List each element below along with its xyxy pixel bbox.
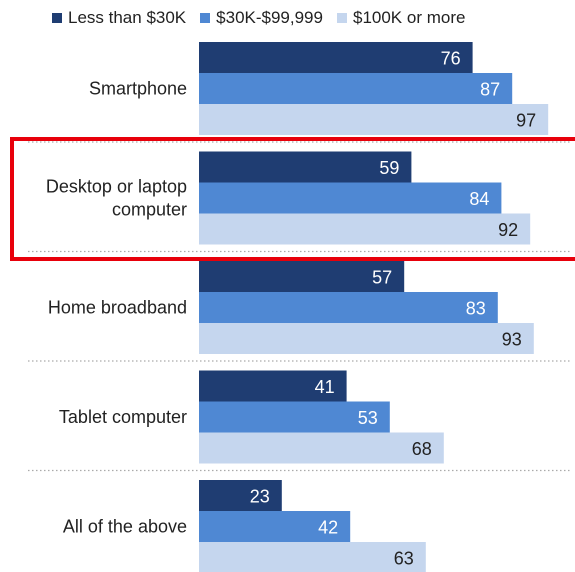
category-label-line: computer	[112, 200, 187, 220]
category-label-smartphone: Smartphone	[89, 79, 187, 99]
category-label-line: Desktop or laptop	[46, 177, 187, 197]
bar-all-of-the-above-series-1	[199, 511, 351, 542]
data-label-all-of-the-above-series-0: 23	[250, 487, 270, 507]
data-label-desktop-or-laptop-computer-series-0: 59	[379, 158, 399, 178]
bar-smartphone-series-2	[199, 104, 549, 135]
legend-item-middle-income: $30K-$99,999	[200, 8, 323, 28]
category-label-line: Smartphone	[89, 79, 187, 99]
data-label-smartphone-series-2: 97	[516, 111, 536, 131]
bar-home-broadband-series-1	[199, 292, 498, 323]
category-label-all-of-the-above: All of the above	[63, 517, 187, 537]
data-label-desktop-or-laptop-computer-series-1: 84	[469, 189, 489, 209]
data-label-home-broadband-series-0: 57	[372, 268, 392, 288]
legend-item-high-income: $100K or more	[336, 8, 466, 28]
bar-home-broadband-series-2	[199, 323, 534, 354]
legend-swatch-high-income	[336, 13, 347, 23]
data-label-smartphone-series-0: 76	[441, 49, 461, 69]
bar-all-of-the-above-series-0	[199, 480, 282, 511]
bar-desktop-or-laptop-computer-series-0	[199, 151, 412, 183]
bar-tablet-computer-series-0	[199, 370, 347, 402]
legend-label-high-income: $100K or more	[352, 8, 466, 27]
bar-tablet-computer-series-1	[199, 401, 390, 433]
highlight-box	[10, 137, 575, 261]
bar-desktop-or-laptop-computer-series-2	[199, 213, 531, 245]
bar-tablet-computer-series-2	[199, 432, 444, 464]
legend-label-low-income: Less than $30K	[68, 8, 187, 27]
category-label-line: Tablet computer	[59, 407, 187, 427]
data-label-all-of-the-above-series-1: 42	[318, 518, 338, 538]
data-label-tablet-computer-series-1: 53	[358, 408, 378, 428]
bar-all-of-the-above-series-2	[199, 542, 426, 572]
legend-swatch-low-income	[52, 13, 62, 23]
legend-label-middle-income: $30K-$99,999	[216, 8, 323, 27]
category-label-line: All of the above	[63, 517, 187, 537]
data-label-tablet-computer-series-2: 68	[412, 439, 432, 459]
legend: Less than $30K $30K-$99,999 $100K or mor…	[52, 8, 479, 28]
data-label-all-of-the-above-series-2: 63	[394, 549, 414, 569]
category-label-home-broadband: Home broadband	[48, 298, 187, 318]
bar-desktop-or-laptop-computer-series-1	[199, 182, 502, 214]
bar-home-broadband-series-0	[199, 261, 405, 292]
legend-item-low-income: Less than $30K	[52, 8, 186, 28]
data-label-home-broadband-series-1: 83	[466, 299, 486, 319]
data-label-smartphone-series-1: 87	[480, 80, 500, 100]
category-label-desktop-or-laptop-computer: Desktop or laptop computer	[46, 177, 187, 220]
data-label-tablet-computer-series-0: 41	[315, 377, 335, 397]
category-label-tablet-computer: Tablet computer	[59, 407, 187, 427]
data-label-desktop-or-laptop-computer-series-2: 92	[498, 220, 518, 240]
legend-swatch-middle-income	[200, 13, 211, 23]
bar-smartphone-series-1	[199, 73, 513, 104]
category-label-line: Home broadband	[48, 298, 187, 318]
data-label-home-broadband-series-2: 93	[502, 330, 522, 350]
bar-smartphone-series-0	[199, 42, 473, 73]
